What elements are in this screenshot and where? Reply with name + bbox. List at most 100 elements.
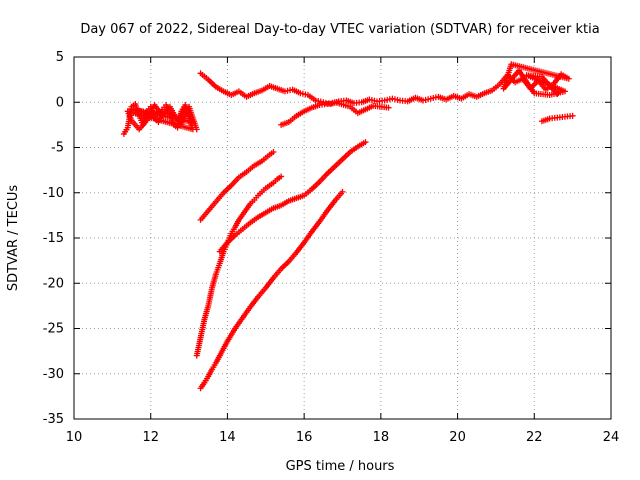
data-point (321, 101, 328, 108)
y-axis: 5 0 -5 -10 -15 -20 -25 -30 -35 (43, 50, 611, 427)
data-point (211, 200, 218, 207)
y-tick-label: -35 (43, 412, 64, 427)
data-point (552, 89, 559, 96)
data-point (295, 89, 302, 96)
data-point (200, 318, 207, 325)
data-point (260, 187, 267, 194)
chart-title: Day 067 of 2022, Sidereal Day-to-day VTE… (80, 22, 599, 37)
data-point (253, 295, 260, 302)
data-point (299, 109, 306, 116)
data-point (317, 98, 324, 105)
data-point (238, 316, 245, 323)
data-point (241, 170, 248, 177)
data-point (203, 209, 210, 216)
data-point (302, 91, 309, 98)
data-point (306, 105, 313, 112)
data-point (530, 88, 537, 95)
y-tick-label: -20 (43, 276, 64, 291)
data-point (337, 190, 344, 197)
data-point (261, 286, 268, 293)
data-point (371, 97, 378, 104)
data-point (360, 107, 367, 114)
data-point (268, 181, 275, 188)
data-point (153, 109, 160, 116)
series-cluster-early (120, 101, 200, 137)
data-point (234, 218, 241, 225)
x-tick-label: 20 (449, 430, 466, 445)
data-point (307, 230, 314, 237)
data-point (234, 175, 241, 182)
data-point (219, 250, 226, 257)
data-point (231, 327, 238, 334)
data-point (204, 304, 211, 311)
data-point (276, 203, 283, 210)
data-point (230, 226, 237, 233)
x-tick-label: 22 (526, 430, 543, 445)
data-point (559, 114, 566, 121)
data-point (246, 202, 253, 209)
y-axis-title: SDTVAR / TECUs (6, 185, 21, 292)
data-point (219, 347, 226, 354)
data-point (284, 259, 291, 266)
data-point (352, 144, 359, 151)
data-point (314, 180, 321, 187)
data-point (200, 381, 207, 388)
data-point (276, 174, 283, 181)
data-point (222, 241, 229, 248)
data-point (394, 96, 401, 103)
data-point (230, 233, 237, 240)
data-point (291, 195, 298, 202)
data-point (276, 267, 283, 274)
data-point (219, 191, 226, 198)
data-point (330, 199, 337, 206)
data-point (268, 206, 275, 213)
data-point (257, 190, 264, 197)
data-point (360, 140, 367, 147)
data-point (315, 220, 322, 227)
data-point (536, 73, 543, 80)
data-point (237, 227, 244, 234)
data-point (211, 362, 218, 369)
data-point (123, 126, 130, 133)
data-point (137, 107, 144, 114)
series-late-segment (538, 112, 576, 125)
y-tick-label: 0 (56, 95, 64, 110)
data-point (245, 221, 252, 228)
x-tick-label: 16 (296, 430, 313, 445)
data-point (544, 116, 551, 123)
data-point (283, 199, 290, 206)
data-point (197, 336, 204, 343)
data-point (193, 124, 200, 131)
data-point (253, 215, 260, 222)
data-point (551, 114, 558, 121)
data-point (425, 96, 432, 103)
series-short-dip (278, 99, 392, 128)
data-point (314, 102, 321, 109)
data-point (246, 305, 253, 312)
data-point (208, 368, 215, 375)
data-point (494, 82, 501, 89)
data-point (218, 87, 225, 94)
data-point (283, 119, 290, 126)
y-tick-label: -15 (43, 231, 64, 246)
data-point (487, 88, 494, 95)
x-tick-label: 10 (66, 430, 83, 445)
y-tick-label: -30 (43, 367, 64, 382)
data-point (383, 104, 390, 111)
data-point (306, 187, 313, 194)
data-point (260, 210, 267, 217)
data-point (212, 273, 219, 280)
y-tick-label: -10 (43, 186, 64, 201)
x-tick-label: 18 (373, 430, 390, 445)
data-point (268, 150, 275, 157)
y-tick-label: 5 (56, 50, 64, 65)
data-point (272, 84, 279, 91)
y-tick-label: -5 (51, 141, 64, 156)
data-point (226, 183, 233, 190)
data-point (291, 114, 298, 121)
y-tick-label: -25 (43, 322, 64, 337)
data-point (203, 375, 210, 382)
data-point (479, 91, 486, 98)
data-point (264, 183, 271, 190)
